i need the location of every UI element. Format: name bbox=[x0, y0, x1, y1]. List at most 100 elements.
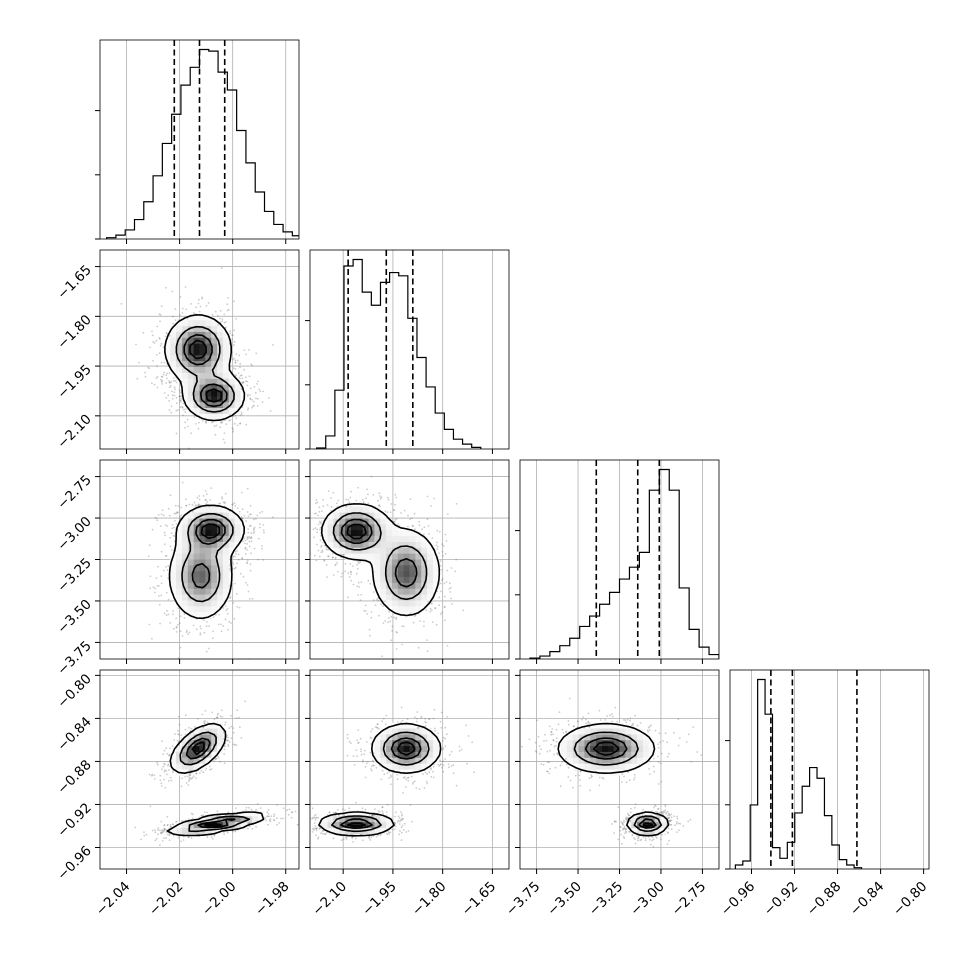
density-cell bbox=[211, 361, 218, 368]
density-cell bbox=[217, 326, 224, 333]
sample-point bbox=[249, 394, 252, 396]
sample-point bbox=[171, 524, 174, 526]
joint-3-0 bbox=[134, 700, 299, 846]
contour-lines bbox=[164, 314, 246, 422]
sample-point bbox=[423, 533, 425, 536]
density-cell bbox=[181, 606, 189, 613]
sample-point bbox=[262, 529, 265, 532]
density-cell bbox=[199, 355, 206, 362]
sample-point bbox=[162, 346, 165, 349]
sample-point bbox=[154, 587, 156, 590]
sample-point bbox=[396, 631, 399, 634]
density-cell bbox=[176, 530, 183, 537]
density-cell bbox=[181, 361, 189, 368]
density-cell bbox=[380, 553, 387, 560]
sample-point bbox=[179, 646, 182, 649]
sample-point bbox=[325, 548, 328, 551]
sample-point bbox=[369, 582, 372, 585]
density-cell bbox=[176, 355, 183, 362]
sample-point bbox=[252, 405, 254, 407]
sample-point bbox=[248, 349, 251, 351]
density-cell bbox=[164, 349, 171, 356]
sample-point bbox=[255, 518, 257, 520]
density-cell bbox=[217, 588, 224, 596]
density-cell bbox=[176, 588, 183, 596]
sample-point bbox=[262, 524, 265, 526]
sample-point bbox=[155, 517, 158, 519]
density-cell bbox=[187, 524, 195, 531]
sample-point bbox=[201, 296, 203, 299]
density-cell bbox=[368, 518, 375, 525]
density-cell bbox=[211, 355, 218, 362]
sample-point bbox=[201, 297, 204, 300]
sample-point bbox=[377, 500, 379, 502]
sample-point bbox=[245, 806, 248, 809]
sample-point bbox=[166, 372, 169, 375]
density-cell bbox=[350, 512, 358, 519]
density-cell bbox=[421, 541, 428, 549]
sample-point bbox=[237, 558, 240, 561]
density-cell bbox=[403, 594, 410, 601]
sample-point bbox=[259, 523, 261, 525]
density-cell bbox=[205, 524, 212, 531]
sample-point bbox=[393, 509, 396, 511]
sample-point bbox=[300, 500, 302, 502]
density-cell bbox=[391, 582, 399, 590]
sample-point bbox=[313, 512, 316, 515]
density-cell bbox=[187, 314, 195, 321]
sample-point bbox=[423, 526, 426, 529]
density-cell bbox=[234, 518, 241, 525]
sample-point bbox=[262, 390, 264, 393]
panel-1-0 bbox=[99, 249, 300, 450]
density-cell bbox=[350, 541, 358, 549]
sample-point bbox=[372, 591, 375, 593]
sample-point bbox=[195, 306, 198, 309]
density-cell bbox=[345, 547, 352, 555]
sample-point bbox=[317, 514, 319, 517]
density-cell bbox=[391, 606, 399, 613]
density-cell bbox=[415, 565, 422, 572]
density-cell bbox=[193, 343, 200, 350]
density-cell bbox=[211, 337, 218, 345]
sample-point bbox=[159, 525, 162, 528]
density-cell bbox=[403, 547, 410, 555]
sample-point bbox=[231, 567, 234, 570]
density-cell bbox=[391, 600, 399, 607]
density-cell bbox=[181, 553, 189, 560]
density-cell bbox=[205, 413, 212, 421]
sample-point bbox=[168, 409, 171, 411]
sample-point bbox=[246, 559, 249, 562]
sample-point bbox=[167, 507, 170, 510]
sample-point bbox=[269, 410, 272, 412]
sample-point bbox=[166, 569, 169, 572]
sample-point bbox=[208, 647, 210, 650]
sample-point bbox=[261, 401, 264, 403]
sample-point bbox=[350, 571, 352, 573]
sample-point bbox=[185, 308, 188, 311]
sample-point bbox=[173, 394, 176, 397]
density-cell bbox=[170, 565, 177, 572]
sample-point bbox=[171, 527, 174, 530]
density-cell bbox=[199, 337, 206, 345]
sample-point bbox=[191, 510, 194, 513]
sample-point bbox=[170, 532, 173, 535]
sample-point bbox=[194, 505, 197, 507]
density-cell bbox=[222, 408, 230, 415]
sample-point bbox=[174, 308, 177, 310]
sample-point bbox=[248, 540, 251, 543]
sample-point bbox=[249, 569, 252, 572]
sample-point bbox=[358, 586, 361, 588]
density-cell bbox=[333, 506, 340, 514]
density-cell bbox=[217, 524, 224, 531]
sample-point bbox=[233, 300, 235, 303]
density-cell bbox=[427, 553, 434, 560]
sample-point bbox=[307, 519, 309, 521]
sample-point bbox=[347, 596, 349, 599]
density-cell bbox=[193, 367, 200, 374]
sample-point bbox=[180, 514, 183, 517]
density-cell bbox=[193, 506, 200, 514]
sample-point bbox=[350, 579, 353, 582]
sample-point bbox=[439, 613, 442, 615]
sample-point bbox=[158, 595, 160, 597]
sample-point bbox=[239, 572, 242, 575]
